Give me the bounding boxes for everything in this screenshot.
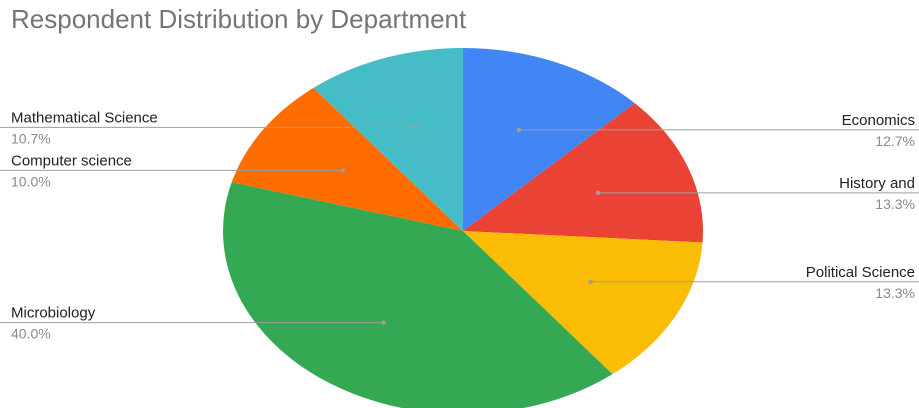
slice-percent-history-and: 13.3% xyxy=(875,196,915,212)
slice-percent-microbiology: 40.0% xyxy=(11,326,51,342)
pie-slices xyxy=(223,48,703,408)
leader-dot-political-science xyxy=(588,279,593,284)
leader-dot-mathematical-science xyxy=(413,125,418,130)
slice-label-political-science: Political Science xyxy=(806,264,915,281)
slice-label-economics: Economics xyxy=(842,112,915,129)
leader-dot-computer-science xyxy=(340,168,346,173)
pie-slice-political-science[interactable] xyxy=(463,231,703,375)
pie-slice-mathematical-science[interactable] xyxy=(313,48,463,231)
pie-slice-computer-science[interactable] xyxy=(231,87,463,231)
leader-dot-history-and xyxy=(595,190,601,196)
slice-label-history-and: History and xyxy=(839,175,915,192)
slice-labels: Economics 12.7% History and 13.3% Political … xyxy=(11,109,915,341)
pie-slice-microbiology[interactable] xyxy=(223,182,613,408)
pie-slice-history-and[interactable] xyxy=(463,103,703,243)
slice-label-microbiology: Microbiology xyxy=(11,305,96,322)
leader-dot-economics xyxy=(516,127,522,133)
leader-lines xyxy=(0,125,919,325)
slice-percent-computer-science: 10.0% xyxy=(11,173,51,189)
pie-slice-economics[interactable] xyxy=(463,48,635,231)
leader-dot-microbiology xyxy=(381,320,386,325)
slice-label-mathematical-science: Mathematical Science xyxy=(11,109,158,126)
slice-label-computer-science: Computer science xyxy=(11,152,132,169)
slice-percent-economics: 12.7% xyxy=(875,133,915,149)
slice-percent-mathematical-science: 10.7% xyxy=(11,130,51,146)
chart-title: Respondent Distribution by Department xyxy=(11,4,467,34)
slice-percent-political-science: 13.3% xyxy=(875,285,915,301)
